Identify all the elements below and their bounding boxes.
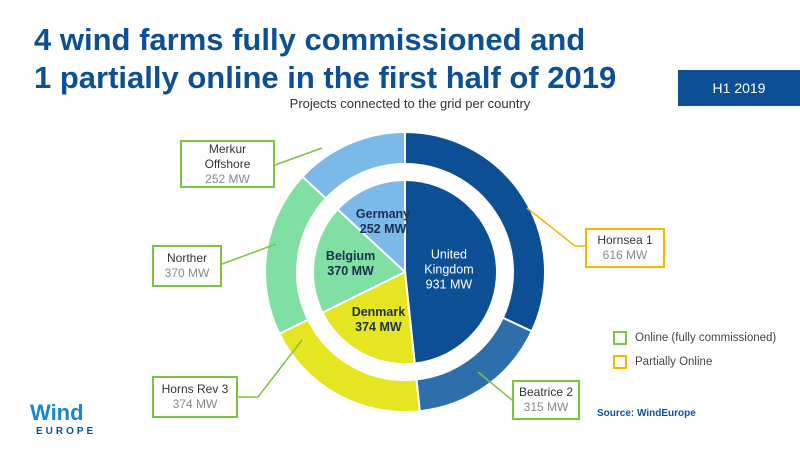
slice-label: Belgium 370 MW: [314, 249, 388, 279]
period-badge: H1 2019: [678, 70, 800, 106]
project-value-label: 252 MW: [205, 171, 250, 186]
pie-slice: [404, 178, 498, 365]
project-value-label: 374 MW: [172, 397, 218, 411]
project-value-label: 315 MW: [523, 400, 569, 414]
logo-sub: EUROPE: [36, 426, 97, 437]
source: Source: WindEurope: [597, 408, 696, 419]
slice-value-label: 931 MW: [425, 277, 473, 292]
project-name: Merkur Offshore: [204, 141, 251, 171]
callout-box: Norther 370 MW: [152, 245, 222, 287]
slice-label: United Kingdom 931 MW: [412, 247, 486, 292]
callout-box: Merkur Offshore 252 MW: [180, 140, 275, 188]
project-value-label: 616 MW: [602, 248, 648, 262]
logo-name: Wind: [30, 400, 84, 425]
callout-line: [477, 371, 513, 401]
callout-line: [526, 207, 585, 247]
slice-value-label: 370 MW: [327, 264, 374, 278]
callout-box: Hornsea 1 616 MW: [585, 228, 665, 268]
project-name: Beatrice 2: [518, 385, 574, 399]
callout-line: [238, 339, 303, 398]
legend-swatch: [613, 331, 627, 345]
slice-category: Denmark: [351, 305, 406, 320]
pie-slice: [321, 270, 416, 365]
title-line: 4 wind farms fully commissioned and: [34, 22, 586, 57]
slice-label: Denmark 374 MW: [341, 305, 415, 335]
callout-line: [221, 243, 277, 265]
title-line: 1 partially online in the first half of …: [34, 60, 617, 95]
callout-box: Beatrice 2 315 MW: [512, 380, 580, 420]
project-name: Norther: [166, 251, 207, 265]
ring-segment: [301, 130, 406, 200]
project-name: Horns Rev 3: [161, 382, 229, 396]
legend-label: Partially Online: [635, 356, 713, 368]
slice-category: United Kingdom: [424, 247, 474, 277]
slice-category: Germany: [355, 206, 411, 221]
project-name: Hornsea 1: [597, 233, 653, 247]
callout-line: [274, 147, 323, 166]
slice-category: Belgium: [325, 249, 376, 263]
pie-slice: [312, 207, 407, 314]
pie-slice: [336, 178, 406, 275]
slice-value-label: 374 MW: [355, 320, 402, 335]
callout-box: Horns Rev 3 374 MW: [152, 376, 238, 418]
logo: Wind EUROPE: [30, 400, 96, 437]
chart-subtitle: Projects connected to the grid per count…: [289, 96, 531, 111]
legend-swatch: [613, 355, 627, 369]
slice-value-label: 252 MW: [359, 221, 407, 236]
legend-item: Partially Online: [613, 355, 712, 369]
slice-label: Germany 252 MW: [346, 207, 420, 237]
legend-item: Online (fully commissioned): [613, 331, 776, 345]
project-value-label: 370 MW: [164, 266, 210, 280]
legend-label: Online (fully commissioned): [635, 332, 777, 344]
